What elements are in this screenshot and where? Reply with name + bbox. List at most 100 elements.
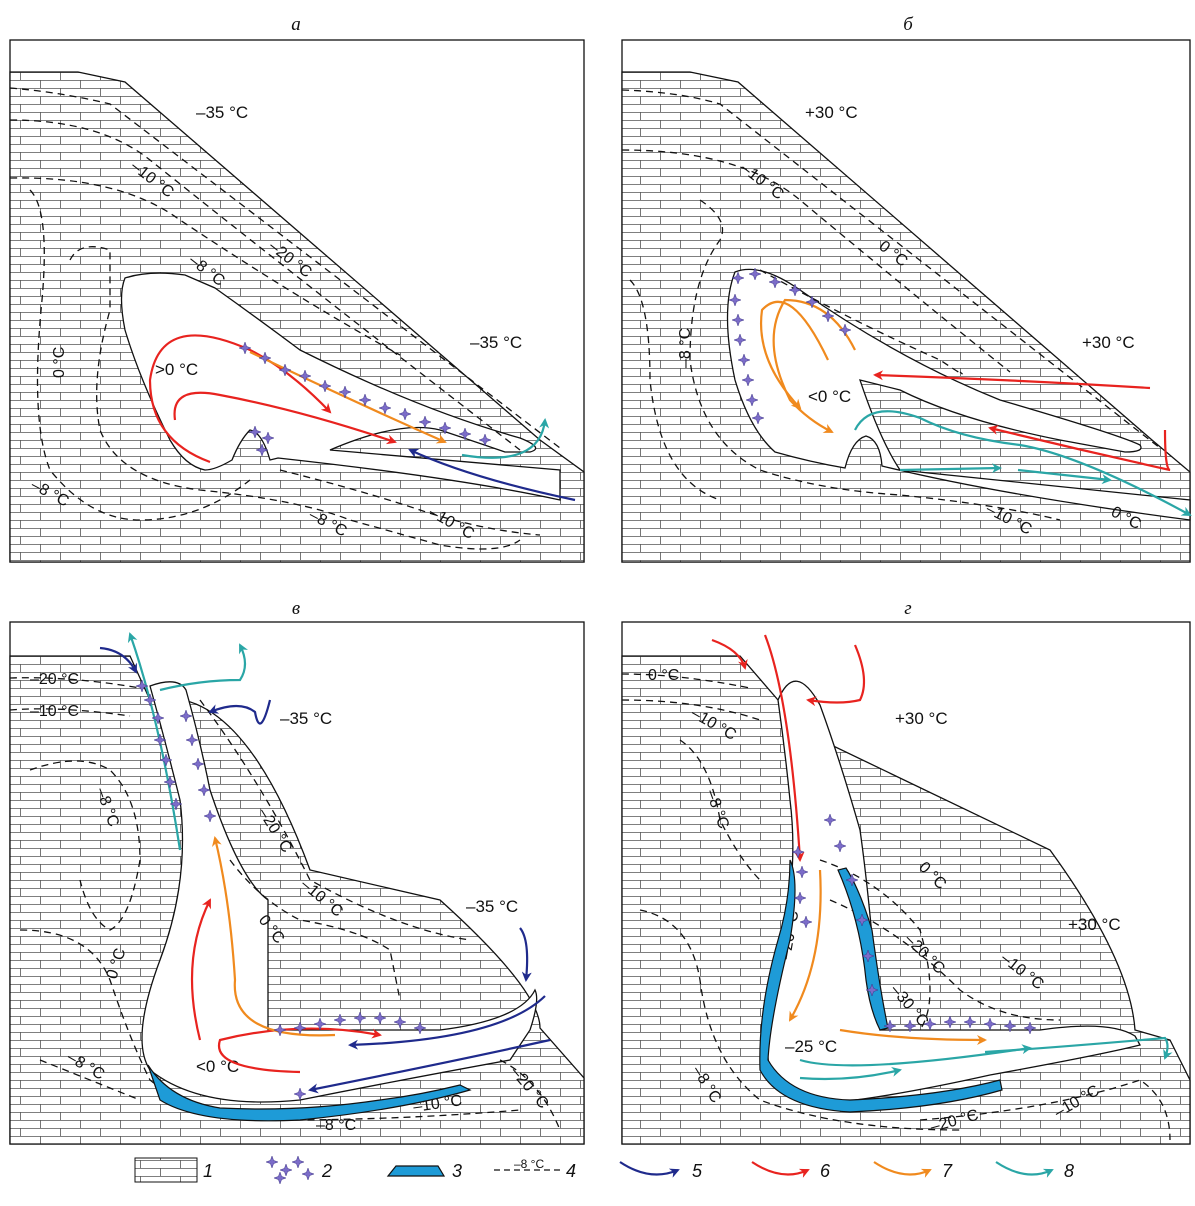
ice-icon: [386, 1165, 446, 1177]
panel-a-title: а: [291, 14, 301, 35]
panel-v-isotherm-5: [229, 859, 401, 1001]
panel-g-air-label-top: +30 °C: [895, 709, 948, 728]
panel-v-warm-arrow-2: [217, 1027, 382, 1074]
panel-v-ice: [147, 1064, 472, 1122]
legend: 1 2 3 –8 °C 4 5 6 7: [134, 1155, 1074, 1185]
panel-v-isotherm-3: [29, 760, 141, 931]
panel-b-rock: [621, 71, 1191, 563]
panel-v-iso-1: –20 °C: [30, 671, 79, 688]
panel-a-isotherm-6: [279, 469, 541, 536]
panel-g-teal-arrow-3: [799, 1067, 902, 1081]
panel-g-isotherm-1: [621, 673, 751, 689]
panel-g-ice-left: [759, 859, 1003, 1113]
legend-item-3: 3: [386, 1161, 462, 1181]
panel-a-isotherm-4: [29, 189, 251, 521]
panel-b-orange-arrow-2: [772, 298, 856, 433]
legend-num-1: 1: [203, 1161, 213, 1181]
panel-b-orange-arrow-1: [760, 300, 829, 410]
legend-item-2: 2: [265, 1155, 332, 1185]
panel-v-cold-arrow-2: [208, 699, 272, 725]
panel-b: б +30 °C +30 °C <0 °C –10 °C 0 °C –8 °C …: [621, 14, 1192, 563]
panel-b-isotherm-4: [759, 269, 964, 375]
panel-g-isotherm-6: [639, 909, 961, 1131]
panel-b-title: б: [903, 14, 914, 35]
panel-a-orange-arrow: [249, 351, 447, 444]
panel-g-title: г: [904, 598, 911, 619]
legend-item-4: –8 °C 4: [494, 1157, 576, 1181]
panel-v-title: в: [292, 598, 300, 619]
legend-item-1: 1: [134, 1157, 213, 1183]
panel-g-orange-arrow-2: [839, 1028, 987, 1045]
panel-v-iso-2: –10 °C: [30, 703, 79, 720]
panel-a-warm-arrow-2: [173, 391, 397, 445]
panel-b-air-label-right: +30 °C: [1082, 333, 1135, 352]
legend-item-6: 6: [751, 1161, 831, 1181]
panel-v-cold-arrow-1: [99, 646, 137, 674]
panel-v-air-label-top: –35 °C: [280, 709, 332, 728]
panel-v-cold-arrow-5: [308, 1038, 551, 1094]
limestone-icon: [134, 1157, 198, 1183]
legend-isotherm-sample: –8 °C: [514, 1157, 544, 1171]
teal-arrow-icon: [995, 1161, 1054, 1178]
panel-a: а –35 °C –35 °C >0 °C –10 °C –20 °C –8 °…: [9, 14, 585, 563]
legend-num-4: 4: [566, 1161, 576, 1181]
panel-g-warm-arrow-2: [763, 634, 805, 862]
panel-b-isotherm-3: [689, 199, 1061, 521]
legend-num-5: 5: [692, 1161, 703, 1181]
legend-item-5: 5: [619, 1161, 703, 1181]
legend-item-8: 8: [995, 1161, 1074, 1181]
orange-arrow-icon: [873, 1161, 932, 1178]
legend-num-6: 6: [820, 1161, 831, 1181]
panel-g-isotherm-2: [621, 699, 761, 721]
panel-v-cold-arrow-3: [519, 927, 532, 982]
cold-arrow-icon: [619, 1161, 680, 1178]
legend-num-2: 2: [321, 1161, 332, 1181]
panel-v-warm-arrow-1: [190, 898, 211, 1041]
panel-v-air-label-right: –35 °C: [466, 897, 518, 916]
panel-a-warm-arrow-1: [148, 334, 332, 464]
panel-g-air-label-right: +30 °C: [1068, 915, 1121, 934]
legend-num-8: 8: [1064, 1161, 1074, 1181]
panel-b-cave-temp: <0 °C: [808, 387, 851, 406]
panel-b-teal-arrow-2: [899, 463, 1002, 474]
panel-g-warm-arrow-3: [806, 644, 866, 707]
panel-a-isotherm-2: [9, 119, 521, 451]
panel-b-iso-3: –8 °C: [677, 328, 694, 368]
panel-a-air-label-right: –35 °C: [470, 333, 522, 352]
panel-v-iso-9: –8 °C: [316, 1117, 356, 1134]
panel-g-warm-arrow-1: [711, 638, 748, 670]
legend-item-7: 7: [873, 1161, 953, 1181]
frost-icon: [265, 1155, 315, 1185]
panel-g-cave-temp: –25 °C: [785, 1037, 837, 1056]
panel-a-air-label-top: –35 °C: [196, 103, 248, 122]
panel-b-teal-arrow-3: [1017, 468, 1112, 485]
panel-v: в –35 °C –35 °C <0 °C –20 °C –10 °C –8 °…: [9, 598, 585, 1145]
panel-a-iso-4: 0 °C: [51, 347, 68, 378]
panel-b-warm-arrow-2: [988, 425, 1171, 472]
legend-num-7: 7: [942, 1161, 953, 1181]
panel-b-warm-arrow-1: [873, 370, 1151, 390]
panel-v-teal-arrow-1: [127, 632, 182, 851]
panel-b-isotherm-1: [621, 89, 1161, 449]
panel-v-orange-arrow: [212, 836, 336, 1037]
panel-v-teal-arrow-2: [159, 643, 249, 692]
panel-b-isotherm-2: [621, 149, 1011, 373]
panel-v-isotherm-4: [199, 699, 471, 941]
warm-arrow-icon: [751, 1161, 810, 1178]
panel-a-teal-arrow: [461, 418, 550, 459]
panel-g-isotherm-7: [919, 1079, 1171, 1141]
panel-g: г +30 °C +30 °C –25 °C 0 °C –10 °C –8 °C…: [621, 598, 1191, 1145]
panel-v-isotherm-1: [9, 677, 141, 689]
panel-g-teal-arrow-2: [799, 1044, 1032, 1067]
legend-num-3: 3: [452, 1161, 462, 1181]
panel-g-iso-1: 0 °C: [648, 667, 679, 684]
panel-g-orange-arrow-1: [788, 869, 822, 1022]
panel-g-isotherm-4: [819, 859, 931, 1031]
panel-a-cold-arrow: [408, 448, 576, 502]
panel-v-cave-temp: <0 °C: [196, 1057, 239, 1076]
panel-v-isotherm-7: [39, 1059, 141, 1101]
panel-g-isotherm-3: [679, 739, 761, 881]
panel-a-isotherm-1: [9, 87, 561, 449]
panel-b-air-label-top: +30 °C: [805, 103, 858, 122]
panel-g-isotherm-5: [829, 899, 1061, 1021]
